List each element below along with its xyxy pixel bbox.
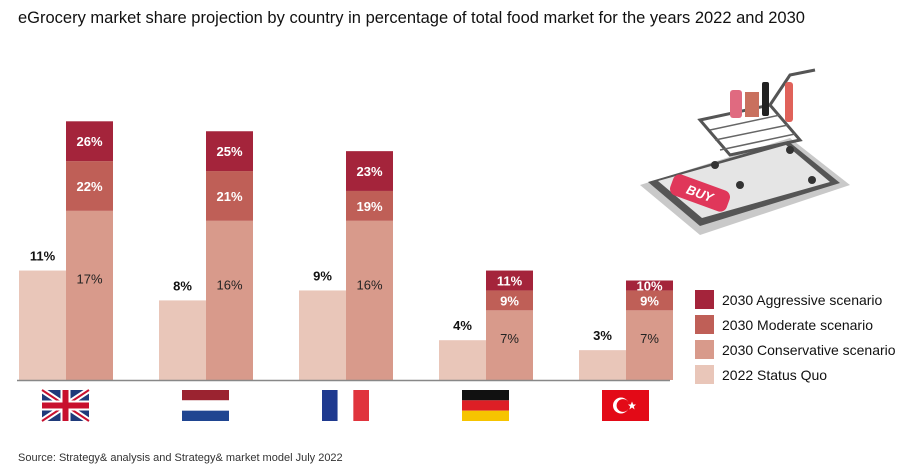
flag-stripe <box>337 390 354 421</box>
bar-moderate <box>66 161 113 211</box>
bar-conservative <box>346 220 393 380</box>
cart-wheel <box>736 181 744 189</box>
flag-stripe <box>182 400 229 411</box>
label-aggressive: 10% <box>636 278 662 293</box>
bar-status-quo <box>299 290 346 380</box>
product-bottle <box>730 90 742 118</box>
flag-star <box>628 401 636 410</box>
flag-netherlands-icon <box>182 390 229 421</box>
label-conservative: 7% <box>640 331 659 346</box>
bar-moderate <box>486 290 533 311</box>
flag-stripe <box>353 390 369 421</box>
bar-conservative <box>206 220 253 380</box>
country-group: 8% 16% 21% 25% <box>159 131 253 421</box>
legend-label: 2022 Status Quo <box>722 366 828 383</box>
legend-label: 2030 Moderate scenario <box>722 316 873 333</box>
country-group: 3% 7% 9%10% <box>579 278 673 421</box>
label-moderate: 19% <box>356 199 382 214</box>
flag-cross-red <box>42 402 89 409</box>
bar-aggressive <box>66 121 113 162</box>
label-status-quo: 3% <box>593 328 612 343</box>
label-status-quo: 4% <box>453 318 472 333</box>
bar-aggressive <box>486 270 533 291</box>
flag-united-kingdom-icon <box>40 387 91 424</box>
label-conservative: 16% <box>356 277 382 292</box>
product-carton <box>745 92 759 117</box>
flag-stripe <box>462 410 509 421</box>
cart-wheel <box>711 161 719 169</box>
legend-item: 2030 Conservative scenario <box>695 337 896 362</box>
legend-item: 2030 Moderate scenario <box>695 312 896 337</box>
label-status-quo: 8% <box>173 278 192 293</box>
legend-label: 2030 Conservative scenario <box>722 341 896 358</box>
flag-stripe <box>182 410 229 421</box>
flag-germany-icon <box>462 390 509 421</box>
bar-aggressive <box>346 151 393 191</box>
label-aggressive: 11% <box>497 274 523 289</box>
legend: 2030 Aggressive scenario 2030 Moderate sc… <box>695 287 896 387</box>
source-note: Source: Strategy& analysis and Strategy&… <box>18 452 343 464</box>
bar-moderate <box>346 190 393 221</box>
bar-conservative <box>486 310 533 380</box>
flag-stripe <box>462 390 509 401</box>
country-group: 9% 16% 19% 23% <box>299 151 393 421</box>
bar-conservative <box>66 210 113 380</box>
cart-handle <box>768 68 816 106</box>
label-aggressive: 25% <box>216 144 242 159</box>
legend-swatch <box>695 315 714 334</box>
label-aggressive: 26% <box>76 134 102 149</box>
product-bread <box>785 82 793 122</box>
flag-france-icon <box>322 390 369 421</box>
bar-aggressive <box>626 280 673 291</box>
country-group: 11% 17% 22% 26% <box>19 121 113 424</box>
cart-grid <box>709 114 796 151</box>
legend-swatch <box>695 290 714 309</box>
label-aggressive: 23% <box>356 164 382 179</box>
bar-moderate <box>206 171 253 221</box>
bar-moderate <box>626 290 673 311</box>
legend-swatch <box>695 340 714 359</box>
chart-title: eGrocery market share projection by coun… <box>18 9 805 27</box>
label-status-quo: 11% <box>30 249 56 264</box>
bar-aggressive <box>206 131 253 172</box>
cart-wheel <box>808 176 816 184</box>
label-moderate: 9% <box>500 293 519 308</box>
bar-status-quo <box>159 300 206 380</box>
flag-turkey-icon <box>602 390 649 421</box>
flag-crescent-cut <box>616 399 630 412</box>
flag-stripe <box>322 390 338 421</box>
legend-swatch <box>695 365 714 384</box>
legend-label: 2030 Aggressive scenario <box>722 291 883 308</box>
label-moderate: 21% <box>216 189 242 204</box>
bar-conservative <box>626 310 673 380</box>
bar-status-quo <box>439 340 486 380</box>
cart-wheel <box>786 146 794 154</box>
buy-button-bg <box>670 174 730 212</box>
label-conservative: 16% <box>216 277 242 292</box>
country-group: 4% 7% 9% 11% <box>439 270 533 421</box>
legend-item: 2030 Aggressive scenario <box>695 287 896 312</box>
label-moderate: 22% <box>76 179 102 194</box>
shopping-cart-phone-illustration: BUY <box>640 68 850 235</box>
buy-button: BUY <box>670 174 730 212</box>
flag-stripe <box>182 390 229 401</box>
label-status-quo: 9% <box>313 268 332 283</box>
flag-stripe <box>462 400 509 411</box>
label-conservative: 7% <box>500 331 519 346</box>
product-wine <box>762 82 769 116</box>
label-conservative: 17% <box>76 272 102 287</box>
bar-status-quo <box>579 350 626 380</box>
legend-item: 2022 Status Quo <box>695 362 896 387</box>
bar-status-quo <box>19 270 66 380</box>
label-moderate: 9% <box>640 293 659 308</box>
